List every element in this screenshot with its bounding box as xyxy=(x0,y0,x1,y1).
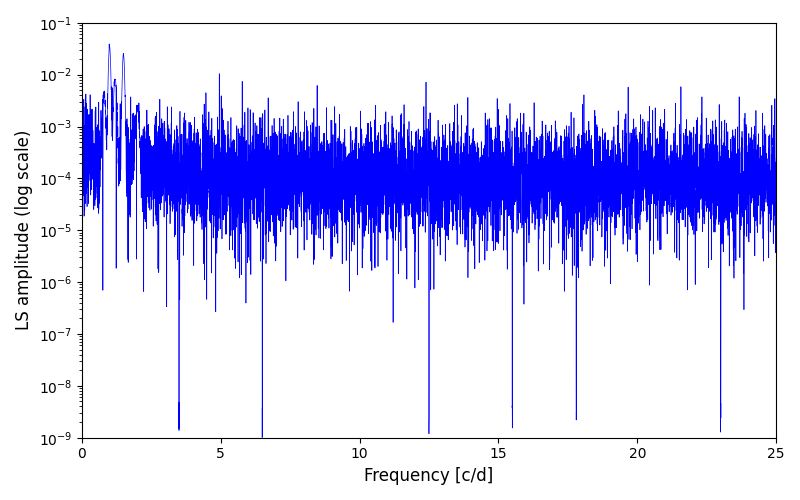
Y-axis label: LS amplitude (log scale): LS amplitude (log scale) xyxy=(15,130,33,330)
X-axis label: Frequency [c/d]: Frequency [c/d] xyxy=(364,467,494,485)
